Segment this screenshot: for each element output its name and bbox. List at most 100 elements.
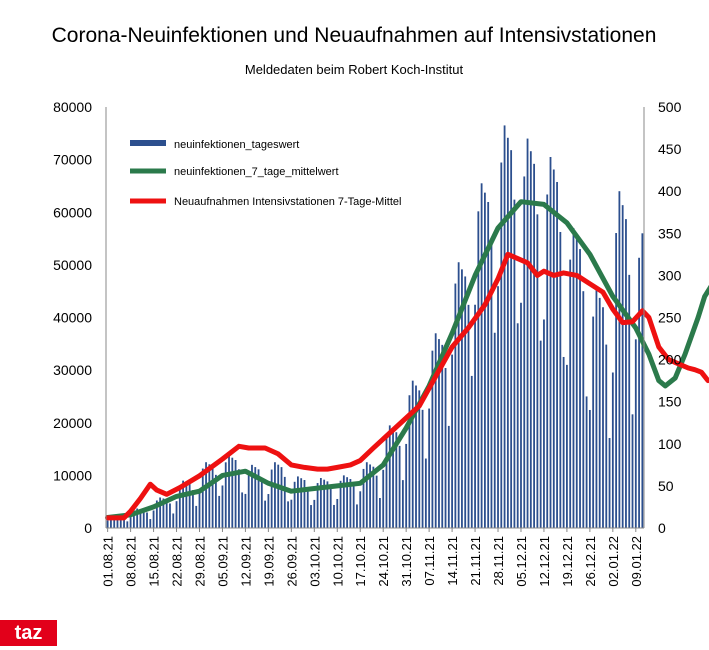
x-tick-label: 03.10.21 <box>307 536 322 587</box>
bar <box>539 340 542 528</box>
bar <box>506 137 509 528</box>
bar <box>300 478 303 528</box>
bar <box>526 138 529 528</box>
bar <box>159 497 162 528</box>
bar <box>336 498 339 528</box>
bar <box>306 487 309 528</box>
bar <box>385 435 388 528</box>
legend-label-icu: Neuaufnahmen Intensivstationen 7-Tage-Mi… <box>174 196 401 208</box>
legend-swatch-daily <box>130 140 166 146</box>
bar <box>543 319 545 528</box>
bar <box>638 257 640 528</box>
bar <box>438 339 440 528</box>
legend-label-avg7: neuinfektionen_7_tage_mittelwert <box>174 166 339 178</box>
bar <box>513 199 516 528</box>
bar <box>608 438 611 528</box>
bar <box>375 475 378 528</box>
y-right-tick-label: 0 <box>658 520 666 536</box>
bar <box>270 469 273 528</box>
y-right-tick-label: 450 <box>658 141 682 157</box>
bar <box>342 475 345 528</box>
x-tick-label: 15.08.21 <box>147 536 162 587</box>
y-left-tick-label: 20000 <box>53 415 92 431</box>
bar <box>251 464 253 528</box>
bar <box>152 510 155 528</box>
bar <box>136 508 139 528</box>
bar <box>405 443 408 528</box>
bar <box>510 150 513 528</box>
bar <box>293 481 296 528</box>
x-tick-label: 22.08.21 <box>170 536 185 587</box>
bar <box>559 231 562 528</box>
bar <box>119 516 122 528</box>
bar <box>247 471 250 528</box>
y-right-tick-label: 200 <box>658 352 682 368</box>
bar <box>126 521 129 528</box>
bar <box>447 425 450 528</box>
bar <box>205 462 207 528</box>
bar <box>218 495 221 528</box>
bar <box>562 356 565 528</box>
bar <box>346 477 349 528</box>
bar <box>549 156 552 528</box>
x-tick-label: 19.12.21 <box>560 536 575 587</box>
bar <box>165 499 168 528</box>
taz-logo: taz <box>0 620 57 646</box>
bar <box>611 372 614 528</box>
x-tick-label: 05.12.21 <box>514 536 529 587</box>
bar <box>244 493 247 528</box>
bar <box>182 480 184 528</box>
bar <box>155 500 158 528</box>
bar <box>333 504 335 528</box>
bar <box>287 501 289 528</box>
x-tick-label: 28.11.21 <box>491 536 506 586</box>
bar <box>441 344 444 528</box>
bar <box>139 509 142 528</box>
bar <box>310 505 312 528</box>
bar <box>582 291 585 528</box>
y-right-tick-label: 500 <box>658 99 682 115</box>
bar <box>634 339 637 528</box>
bar <box>110 516 112 528</box>
bar <box>234 460 237 528</box>
bar <box>352 486 355 528</box>
bar <box>566 364 568 528</box>
y-left-tick-label: 40000 <box>53 310 92 326</box>
y-left-tick-label: 10000 <box>53 467 92 483</box>
bar <box>329 488 332 528</box>
bar <box>356 504 358 528</box>
bar <box>260 478 263 528</box>
bar <box>362 468 365 528</box>
bar <box>444 368 447 528</box>
bar <box>421 409 424 528</box>
bar <box>224 462 227 528</box>
x-tick-label: 14.11.21 <box>445 536 460 586</box>
bar <box>418 390 421 528</box>
y-right-tick-label: 400 <box>658 183 682 199</box>
bar <box>349 479 352 528</box>
bar <box>264 500 267 528</box>
bar <box>326 481 329 528</box>
x-tick-label: 31.10.21 <box>399 536 414 587</box>
x-tick-label: 12.12.21 <box>537 536 552 587</box>
bar <box>470 375 473 528</box>
x-tick-label: 29.08.21 <box>192 536 207 587</box>
y-left-tick-label: 0 <box>84 520 92 536</box>
bar <box>116 516 119 528</box>
bar <box>198 489 201 528</box>
bar <box>585 396 588 528</box>
bar <box>195 505 198 528</box>
bar <box>241 492 244 528</box>
x-tick-label: 07.11.21 <box>422 536 437 586</box>
y-right-tick-label: 100 <box>658 436 682 452</box>
bar <box>129 517 132 528</box>
bar <box>520 302 522 528</box>
bar <box>529 151 532 528</box>
bar <box>454 283 457 528</box>
bar <box>277 464 280 528</box>
bar <box>431 350 434 528</box>
bar <box>365 462 368 528</box>
bar <box>487 201 490 528</box>
chart-title: Corona-Neuinfektionen und Neuaufnahmen a… <box>52 24 657 47</box>
